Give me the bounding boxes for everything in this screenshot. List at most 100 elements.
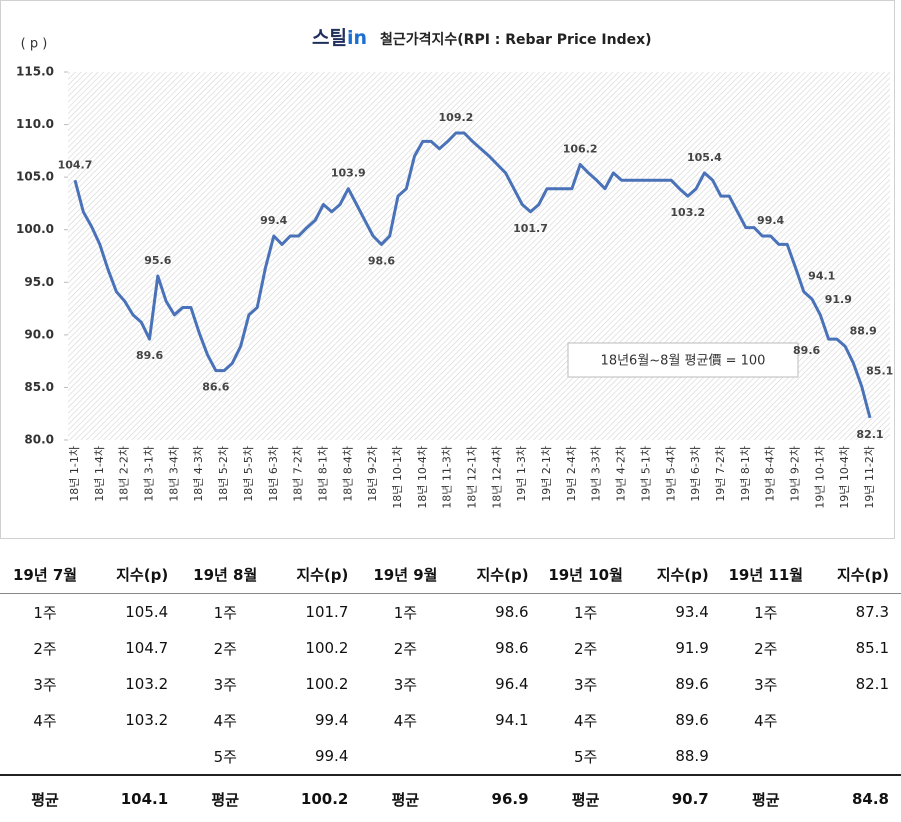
logo-part: 스틸 xyxy=(312,27,347,49)
table-cell: 1주 xyxy=(573,603,598,622)
table-cell: 2주 xyxy=(573,639,598,658)
table-cell: 3주 xyxy=(33,675,57,694)
price-table: 19년 7월 지수(p) 19년 8월 지수(p) 19년 9월 지수(p) 19년 10월… xyxy=(0,555,901,822)
table-cell: 2주 xyxy=(393,639,418,658)
table-cell: 103.2 xyxy=(125,711,169,729)
table-cell: 104.1 xyxy=(90,774,181,822)
table-cell: 평균 xyxy=(180,774,271,822)
data-label: 94.1 xyxy=(808,270,835,283)
table-cell: 5주 xyxy=(213,747,237,766)
table-cell: 82.1 xyxy=(855,675,889,693)
table-row: 3주 103.2 3주 100.2 3주 96.4 3주 89.6 3주 82.1 xyxy=(0,666,901,702)
table-cell: 89.6 xyxy=(675,675,709,693)
data-label: 89.6 xyxy=(793,344,820,357)
annotation: 18년6월~8월 평균價 = 100 xyxy=(601,354,766,369)
x-tick-label: 18년 1-1차 xyxy=(68,446,81,502)
table-cell: 84.8 xyxy=(810,774,901,822)
table-cell: 평균 xyxy=(720,774,811,822)
y-tick-label: 115.0 xyxy=(16,65,54,79)
y-tick-label: 105.0 xyxy=(16,170,54,184)
table-cell: 2주 xyxy=(213,639,237,658)
y-tick-label: 85.0 xyxy=(24,380,54,394)
data-label: 89.6 xyxy=(136,349,163,362)
table-cell: 19년 9월 xyxy=(360,555,451,594)
x-tick-label: 18년 5-2차 xyxy=(217,446,230,502)
table-cell: 90.7 xyxy=(630,774,721,822)
chart: 스틸in 철근가격지수(RPI : Rebar Price Index) ( p… xyxy=(0,0,895,539)
table-cell xyxy=(450,738,540,775)
x-tick-label: 18년 7-2차 xyxy=(292,446,305,502)
table-cell: 3주 xyxy=(393,675,418,694)
x-tick-label: 18년 2-2차 xyxy=(118,446,131,502)
table-cell: 100.2 xyxy=(305,675,349,693)
x-tick-label: 18년 11-3차 xyxy=(441,446,454,509)
y-tick-label: 80.0 xyxy=(24,433,54,447)
table-cell: 98.6 xyxy=(495,603,529,621)
x-tick-label: 19년 2-1차 xyxy=(540,446,553,502)
data-label: 99.4 xyxy=(757,214,784,227)
table-cell: 지수(p) xyxy=(90,555,181,594)
table-cell: 1주 xyxy=(213,603,237,622)
x-tick-label: 18년 8-4차 xyxy=(341,446,354,502)
table-cell xyxy=(0,738,90,775)
x-tick-label: 18년 5-5차 xyxy=(242,446,255,502)
data-label: 106.2 xyxy=(563,143,598,156)
table-row: 4주 103.2 4주 99.4 4주 94.1 4주 89.6 4주 xyxy=(0,702,901,738)
x-tick-label: 18년 12-4차 xyxy=(490,446,503,509)
x-tick-label: 19년 2-4차 xyxy=(565,446,578,502)
table-cell xyxy=(90,738,180,775)
data-label: 103.9 xyxy=(331,167,366,180)
table-cell: 4주 xyxy=(573,711,598,730)
data-label: 95.6 xyxy=(144,254,171,267)
x-tick-label: 18년 3-1차 xyxy=(143,446,156,502)
x-tick-label: 18년 12-1차 xyxy=(466,446,479,509)
table-row: 19년 7월 지수(p) 19년 8월 지수(p) 19년 9월 지수(p) 19년 10월… xyxy=(0,555,901,594)
table-cell: 93.4 xyxy=(675,603,709,621)
x-tick-label: 18년 8-1차 xyxy=(316,446,329,502)
table-cell: 98.6 xyxy=(495,639,529,657)
data-label: 86.6 xyxy=(202,381,229,394)
x-tick-label: 19년 10-4차 xyxy=(838,446,851,509)
table-cell: 지수(p) xyxy=(450,555,541,594)
table-cell: 평균 xyxy=(360,774,451,822)
table-cell: 5주 xyxy=(573,747,598,766)
table-cell: 2주 xyxy=(754,639,778,658)
data-label: 105.4 xyxy=(687,151,722,164)
table-cell: 104.7 xyxy=(125,639,169,657)
table-cell xyxy=(811,702,901,738)
table-cell: 지수(p) xyxy=(630,555,721,594)
x-tick-label: 18년 9-2차 xyxy=(366,446,379,502)
table-cell: 99.4 xyxy=(314,711,349,729)
y-tick-label: 95.0 xyxy=(24,275,54,289)
table-cell: 89.6 xyxy=(675,711,709,729)
table-cell: 19년 11월 xyxy=(720,555,811,594)
data-label: 104.7 xyxy=(58,158,93,171)
x-tick-label: 18년 4-3차 xyxy=(192,446,205,502)
table-cell: 지수(p) xyxy=(270,555,361,594)
logo-part: in xyxy=(347,27,367,49)
table-cell: 3주 xyxy=(213,675,237,694)
y-tick-label: 110.0 xyxy=(16,117,54,131)
table-cell: 4주 xyxy=(213,711,237,730)
x-tick-label: 19년 11-2차 xyxy=(863,446,876,509)
table-cell: 103.2 xyxy=(125,675,169,693)
table-cell: 100.2 xyxy=(270,774,361,822)
table-cell: 1주 xyxy=(393,603,418,622)
table-cell: 94.1 xyxy=(495,711,529,729)
data-label: 99.4 xyxy=(260,214,287,227)
table-cell: 4주 xyxy=(33,711,57,730)
table-cell: 96.4 xyxy=(495,675,529,693)
x-tick-label: 19년 8-1차 xyxy=(739,446,752,502)
table-cell: 96.9 xyxy=(450,774,541,822)
x-tick-label: 19년 4-2차 xyxy=(615,446,628,502)
table-cell: 지수(p) xyxy=(810,555,901,594)
table-cell: 19년 10월 xyxy=(540,555,631,594)
x-tick-label: 19년 5-4차 xyxy=(664,446,677,502)
table-cell: 평균 xyxy=(540,774,631,822)
y-tick-label: 90.0 xyxy=(24,327,54,341)
x-tick-label: 19년 3-3차 xyxy=(590,446,603,502)
x-tick-label: 18년 3-4차 xyxy=(167,446,180,502)
table-cell: 19년 7월 xyxy=(0,555,91,594)
x-tick-label: 19년 1-3차 xyxy=(515,446,528,502)
